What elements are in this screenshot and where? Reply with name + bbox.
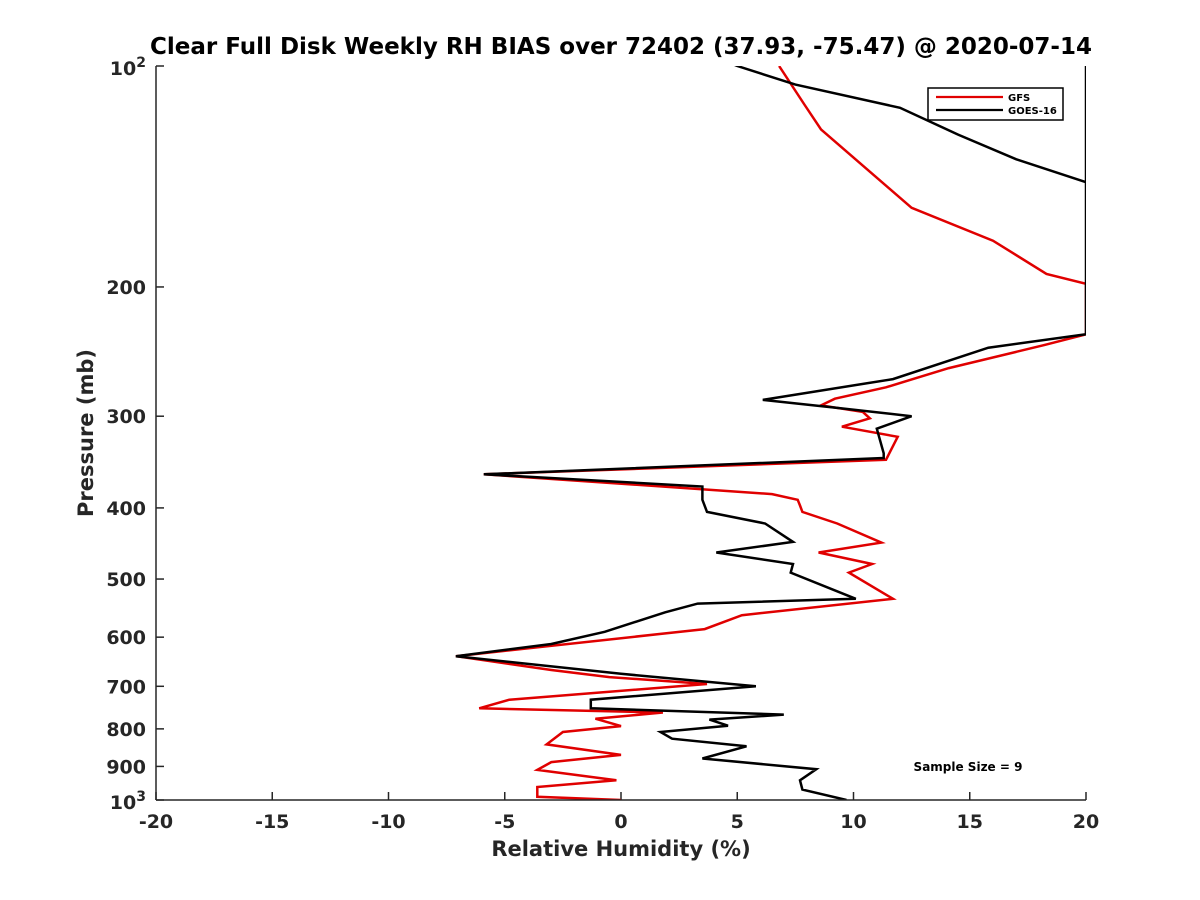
- y-tick-label: 500: [106, 569, 146, 591]
- x-tick-label: -20: [139, 811, 173, 833]
- y-axis-label: Pressure (mb): [74, 349, 98, 517]
- sample-size-annotation: Sample Size = 9: [914, 760, 1023, 774]
- y-tick-label: 400: [106, 498, 146, 520]
- y-tick-label: 900: [106, 756, 146, 778]
- series-group: [455, 66, 1086, 800]
- y-tick-label-decade: 103: [110, 789, 146, 814]
- x-tick-label: -10: [371, 811, 405, 833]
- legend-label-goes16: GOES-16: [1008, 106, 1057, 117]
- series-line-gfs: [455, 66, 1086, 800]
- legend-label-gfs: GFS: [1008, 93, 1030, 104]
- legend: GFS GOES-16: [927, 87, 1064, 121]
- y-tick-label: 300: [106, 406, 146, 428]
- legend-box: [927, 87, 1064, 121]
- x-tick-label: 20: [1073, 811, 1099, 833]
- y-tick-label-decade: 102: [110, 55, 146, 80]
- x-axis-label: Relative Humidity (%): [491, 837, 750, 861]
- x-tick-label: -15: [255, 811, 289, 833]
- chart-title: Clear Full Disk Weekly RH BIAS over 7240…: [150, 34, 1092, 60]
- x-tick-label: 10: [840, 811, 866, 833]
- x-tick-label: 0: [614, 811, 627, 833]
- x-tick-label: 5: [731, 811, 744, 833]
- y-tick-label: 600: [106, 627, 146, 649]
- y-tick-label: 200: [106, 277, 146, 299]
- x-axis-ticks: -20 -15 -10 -5 0 5 10 15 20: [139, 792, 1099, 833]
- x-tick-label: -5: [494, 811, 515, 833]
- y-axis-ticks: 200 300 400 500 600 700 800 900 102 103: [106, 55, 164, 814]
- y-tick-label: 800: [106, 719, 146, 741]
- series-line-goes16: [455, 66, 1086, 800]
- y-tick-label: 700: [106, 676, 146, 698]
- x-tick-label: 15: [957, 811, 983, 833]
